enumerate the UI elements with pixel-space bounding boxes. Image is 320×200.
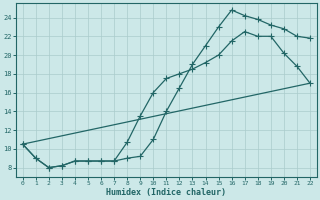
X-axis label: Humidex (Indice chaleur): Humidex (Indice chaleur): [106, 188, 226, 197]
